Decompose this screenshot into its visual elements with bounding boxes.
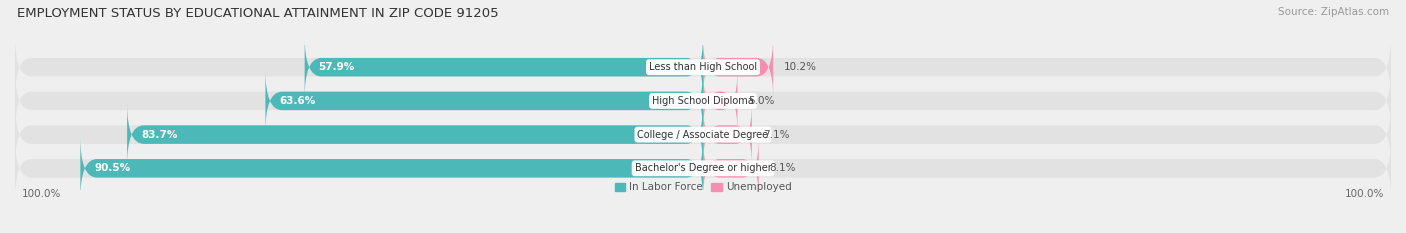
Text: 90.5%: 90.5%: [94, 163, 131, 173]
Text: High School Diploma: High School Diploma: [652, 96, 754, 106]
FancyBboxPatch shape: [703, 70, 737, 132]
FancyBboxPatch shape: [15, 36, 1391, 98]
FancyBboxPatch shape: [15, 137, 1391, 199]
FancyBboxPatch shape: [703, 36, 773, 98]
Text: 7.1%: 7.1%: [763, 130, 789, 140]
Text: Bachelor's Degree or higher: Bachelor's Degree or higher: [634, 163, 772, 173]
Text: 83.7%: 83.7%: [141, 130, 177, 140]
FancyBboxPatch shape: [127, 103, 703, 166]
Text: 57.9%: 57.9%: [318, 62, 354, 72]
Text: 8.1%: 8.1%: [769, 163, 796, 173]
FancyBboxPatch shape: [703, 103, 752, 166]
Text: 10.2%: 10.2%: [785, 62, 817, 72]
Text: 100.0%: 100.0%: [22, 189, 62, 199]
Text: Less than High School: Less than High School: [650, 62, 756, 72]
Text: Source: ZipAtlas.com: Source: ZipAtlas.com: [1278, 7, 1389, 17]
Text: EMPLOYMENT STATUS BY EDUCATIONAL ATTAINMENT IN ZIP CODE 91205: EMPLOYMENT STATUS BY EDUCATIONAL ATTAINM…: [17, 7, 499, 20]
Legend: In Labor Force, Unemployed: In Labor Force, Unemployed: [610, 178, 796, 197]
FancyBboxPatch shape: [703, 137, 759, 199]
FancyBboxPatch shape: [266, 70, 703, 132]
FancyBboxPatch shape: [80, 137, 703, 199]
Text: 100.0%: 100.0%: [1344, 189, 1384, 199]
Text: College / Associate Degree: College / Associate Degree: [637, 130, 769, 140]
Text: 5.0%: 5.0%: [748, 96, 775, 106]
FancyBboxPatch shape: [15, 70, 1391, 132]
FancyBboxPatch shape: [305, 36, 703, 98]
FancyBboxPatch shape: [15, 103, 1391, 166]
Text: 63.6%: 63.6%: [280, 96, 315, 106]
